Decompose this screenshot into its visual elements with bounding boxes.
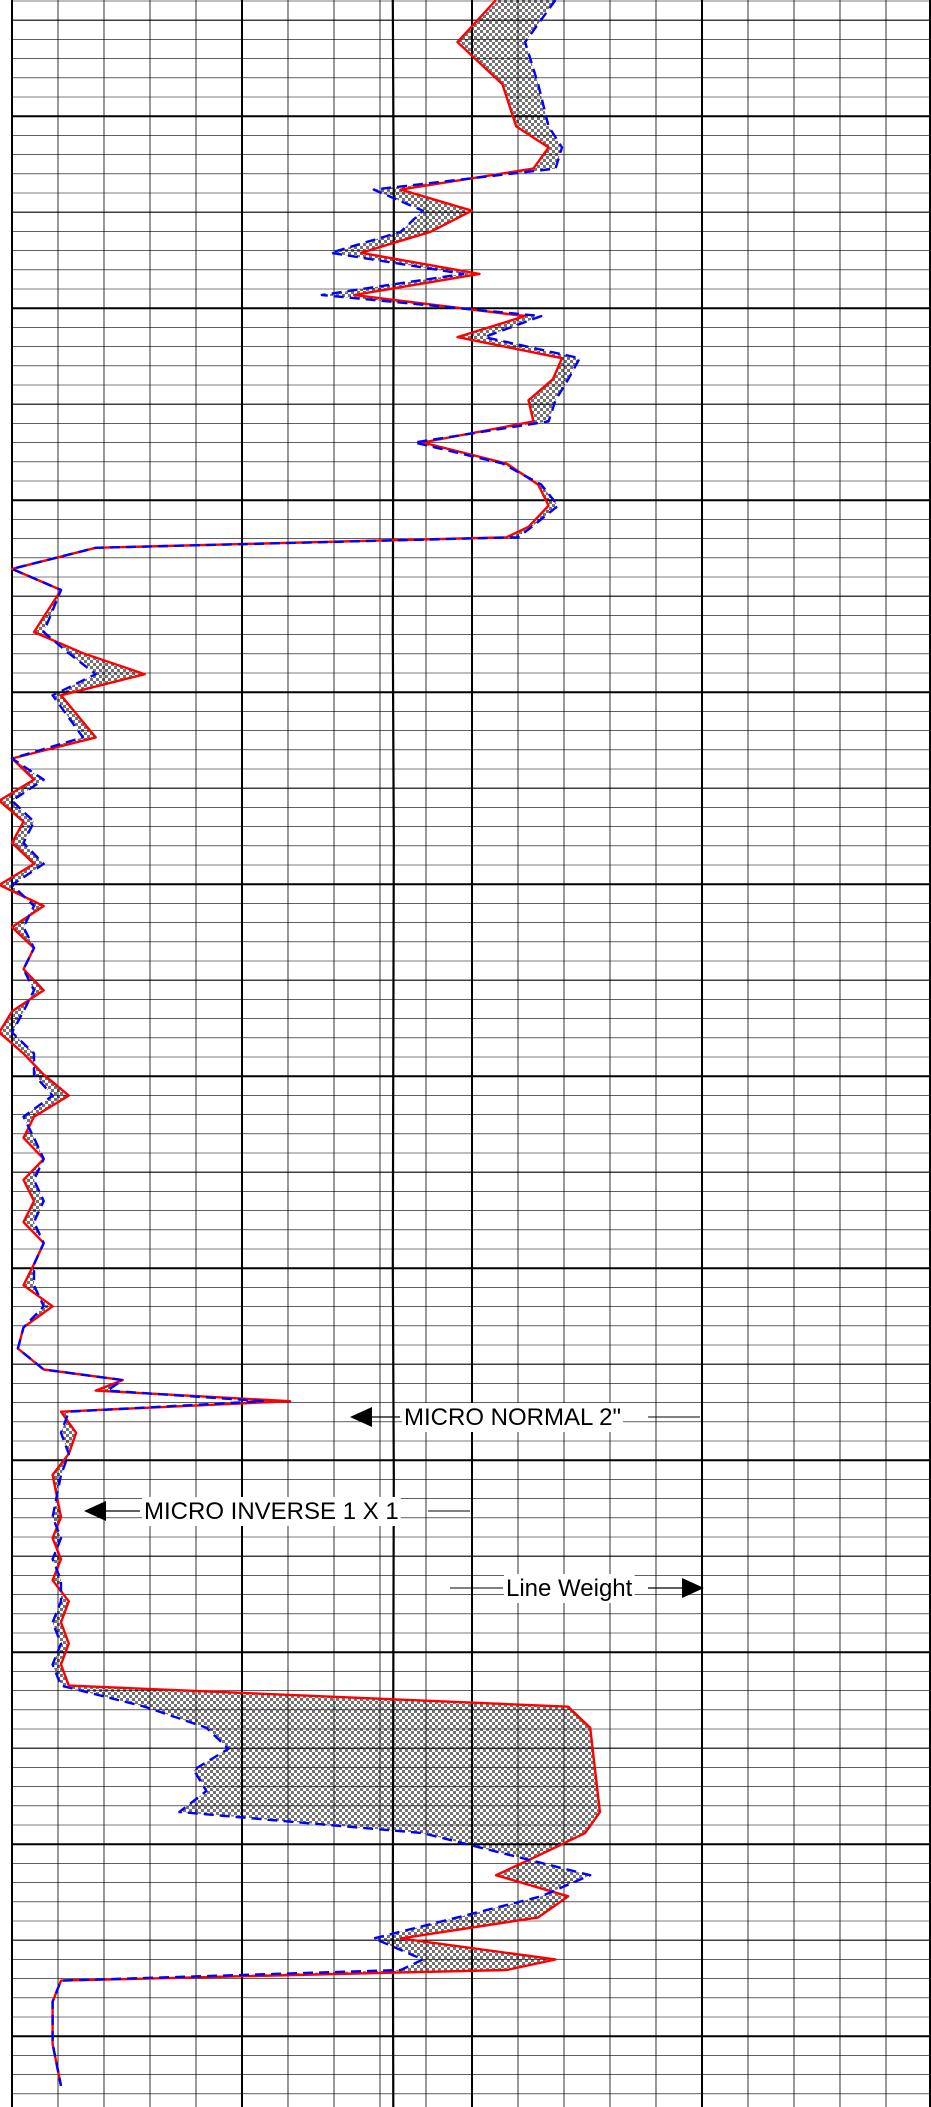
curve-separation-fill: [0, 0, 600, 2086]
line-weight-annotation: Line Weight: [450, 1574, 704, 1603]
label-background: [504, 1574, 635, 1603]
label-background: [402, 1403, 623, 1432]
micro-inverse-curve: [10, 0, 592, 2087]
arrow-left-icon: [84, 1501, 106, 1521]
micro-inverse-label: MICRO INVERSE 1 X 1: [144, 1498, 399, 1525]
curve-layer: [0, 0, 602, 2107]
micro-normal-label: MICRO NORMAL 2": [404, 1404, 621, 1431]
annotation-layer: MICRO NORMAL 2" MICRO INVERSE 1 X 1 Line…: [84, 1403, 704, 1603]
grid-layer: [11, 0, 931, 2107]
label-background: [142, 1497, 401, 1526]
arrow-right-icon: [682, 1578, 704, 1598]
line-weight-label: Line Weight: [506, 1575, 633, 1602]
micro-normal-curve: [0, 0, 602, 2087]
arrow-left-icon: [350, 1407, 372, 1427]
line-weight-curve: [391, 0, 395, 2107]
micro-inverse-annotation: MICRO INVERSE 1 X 1: [84, 1497, 470, 1526]
micro-normal-annotation: MICRO NORMAL 2": [350, 1403, 700, 1432]
